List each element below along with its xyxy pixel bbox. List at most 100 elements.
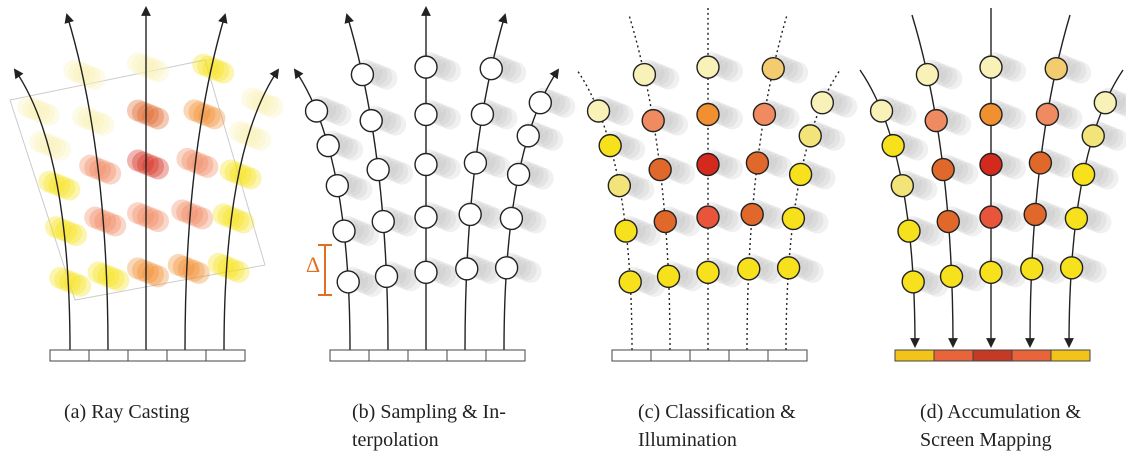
ghost-sample (137, 206, 159, 229)
ghost-sample (1084, 209, 1107, 232)
sample (641, 108, 665, 133)
sample (696, 55, 720, 79)
ghost-sample (1004, 157, 1026, 180)
ray (746, 14, 788, 351)
ghost-sample (721, 157, 743, 180)
ghost-sample (229, 163, 252, 186)
ghost-sample (227, 209, 250, 232)
ghost-sample (770, 155, 793, 178)
ghost-sample (127, 202, 149, 225)
ghost-sample (474, 259, 497, 282)
ghost-sample (186, 151, 209, 174)
ghost-sample (676, 267, 699, 290)
sample (1035, 102, 1060, 127)
ghost-sample (1043, 205, 1066, 228)
ghost-sample (132, 204, 154, 227)
sample (506, 162, 531, 187)
ghost-sample (652, 65, 675, 88)
ghost-sample (229, 120, 252, 143)
pixel (972, 349, 1013, 362)
caption: (d) Accumulation & (920, 401, 1082, 423)
ghost-sample (77, 107, 100, 130)
ghost-sample (324, 102, 347, 125)
sample (776, 256, 801, 280)
caption: terpolation (352, 429, 439, 451)
sample (359, 108, 383, 133)
ghost-sample (439, 210, 461, 233)
sample (1093, 90, 1118, 115)
ghost-sample (439, 157, 461, 180)
ghost-sample (94, 210, 117, 233)
sample (374, 264, 399, 289)
ghost-sample (43, 172, 66, 195)
ghost-sample (97, 265, 120, 288)
sample (414, 55, 438, 79)
ghost-sample (251, 91, 274, 114)
pixel (767, 349, 808, 362)
ghost-sample (92, 263, 115, 286)
ghost-sample (232, 211, 255, 234)
ghost-sample (192, 53, 215, 76)
ghost-sample (102, 267, 125, 290)
ghost-sample (818, 126, 841, 149)
ghost-sample (618, 136, 641, 159)
ghost-sample (132, 151, 154, 174)
ghost-sample (45, 216, 68, 239)
ray (184, 13, 228, 351)
ghost-sample (137, 56, 159, 79)
ghost-sample (921, 272, 944, 295)
pixel (329, 349, 370, 362)
ghost-sample (239, 124, 262, 147)
ghost-sample (54, 268, 77, 291)
ghost-sample (127, 257, 149, 280)
sample (316, 133, 340, 158)
sample (915, 62, 940, 87)
ghost-sample (352, 222, 375, 245)
ghost-sample (181, 149, 204, 172)
ghost-sample (203, 107, 226, 130)
ghost-sample (504, 61, 527, 84)
ghost-sample (922, 224, 945, 247)
ghost-sample (495, 107, 518, 130)
ghost-sample (889, 102, 912, 125)
sample (740, 202, 764, 227)
ghost-sample (666, 113, 689, 136)
sample (788, 162, 813, 187)
ghost-sample (39, 134, 62, 157)
pixel (933, 349, 974, 362)
sample (897, 219, 921, 243)
ghost-sample (490, 105, 513, 128)
panels (9, 6, 1126, 362)
sample (979, 152, 1003, 177)
ghost-sample (478, 205, 501, 228)
pixel (689, 349, 730, 362)
ghost-sample (147, 210, 169, 233)
ghost-sample (910, 176, 933, 199)
sample (1059, 256, 1084, 280)
ghost-sample (249, 128, 272, 151)
ghost-sample (34, 132, 57, 155)
caption: (b) Sampling & In- (352, 401, 506, 423)
ghost-sample (72, 105, 95, 128)
pixel (127, 349, 168, 362)
ghost-sample (835, 95, 858, 118)
ghost-sample (1060, 107, 1083, 130)
sample (586, 99, 611, 123)
pixel (446, 349, 487, 362)
ghost-sample (196, 155, 219, 178)
ghost-sample (434, 58, 456, 81)
ghost-sample (177, 257, 200, 280)
ghost-sample (1113, 93, 1126, 116)
ghost-sample (341, 138, 364, 161)
ghost-sample (716, 155, 738, 178)
sample (745, 151, 770, 175)
ghost-sample (638, 272, 661, 295)
ray (223, 68, 280, 351)
ghost-sample (781, 59, 804, 82)
sample (516, 124, 540, 148)
ghost-sample (142, 58, 164, 81)
ghost-sample (716, 263, 738, 286)
ghost-sample (894, 104, 917, 127)
ghost-sample (1106, 128, 1126, 151)
ghost-sample (181, 203, 204, 226)
